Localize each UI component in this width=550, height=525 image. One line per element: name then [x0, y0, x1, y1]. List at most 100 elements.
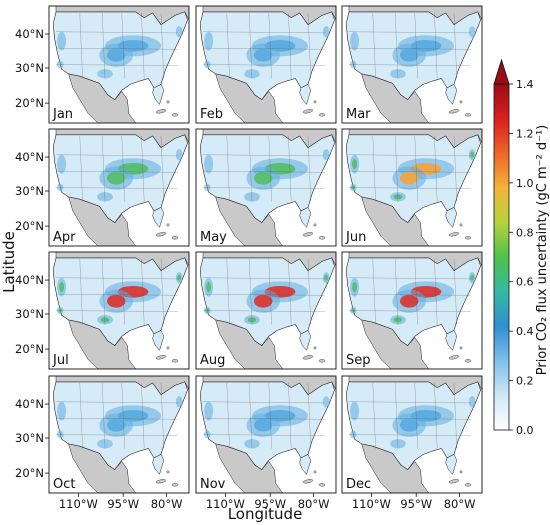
lat-tick-label: 30°N: [15, 431, 44, 445]
map-panel-oct: Oct: [48, 375, 190, 494]
uncertainty-region: [468, 396, 476, 408]
uncertainty-region: [204, 401, 214, 421]
map-panel-may: May: [195, 128, 337, 247]
uncertainty-region: [322, 396, 330, 408]
uncertainty-region: [322, 26, 330, 38]
uncertainty-region: [244, 439, 260, 449]
florida-land: [445, 454, 458, 475]
lat-tick-label: 20°N: [15, 96, 44, 110]
florida-land: [152, 330, 165, 351]
lon-tick-label: 110°W: [59, 497, 98, 511]
uncertainty-region: [97, 439, 113, 449]
uncertainty-region: [244, 192, 260, 202]
uncertainty-hotspot: [393, 317, 403, 323]
month-label: Jan: [52, 107, 73, 122]
uncertainty-hotspot: [399, 48, 419, 62]
lat-tick-label: 40°N: [15, 273, 44, 287]
panel-frame: [48, 251, 190, 370]
florida-land: [152, 454, 165, 475]
uncertainty-hotspot: [59, 281, 65, 293]
uncertainty-region: [97, 192, 113, 202]
uncertainty-hotspot: [253, 48, 273, 62]
map-panel-sep: Sep: [341, 251, 483, 370]
month-label: Dec: [346, 477, 371, 492]
colorbar-label: Prior CO₂ flux uncertainty (gC m⁻² d⁻¹): [535, 125, 550, 376]
uncertainty-hotspot: [324, 274, 329, 281]
uncertainty-region: [390, 69, 406, 79]
uncertainty-hotspot: [106, 171, 126, 185]
longitude-ticks: 110°W 95°W 80°W 110°W 95°W 80°W 110°W 95°W 80°W: [59, 493, 476, 511]
uncertainty-hotspot: [352, 158, 358, 170]
month-label: Jun: [345, 230, 366, 245]
panel-frame: [48, 375, 190, 494]
florida-land: [445, 330, 458, 351]
map-panel-apr: Apr: [48, 128, 190, 247]
uncertainty-hotspot: [106, 418, 126, 432]
lat-tick-label: 40°N: [15, 27, 44, 41]
uncertainty-region: [57, 31, 67, 51]
latitude-ticks: 40°N 30°N 20°N 40°N 30°N 20°N 40°N 30°N 20°N 40°N…: [15, 27, 49, 480]
uncertainty-region: [175, 396, 183, 408]
uncertainty-hotspot: [106, 294, 126, 308]
uncertainty-hotspot: [253, 294, 273, 308]
uncertainty-hotspot: [253, 418, 273, 432]
map-panel-dec: Dec: [341, 375, 483, 494]
uncertainty-region: [204, 154, 214, 174]
panel-frame: [341, 375, 483, 494]
colorbar-tick-label: 1.2: [516, 127, 534, 140]
florida-land: [299, 84, 312, 105]
colorbar-extend-arrow: [493, 58, 510, 85]
uncertainty-hotspot: [399, 171, 419, 185]
panel-frame: [195, 375, 337, 494]
lat-tick-label: 40°N: [15, 150, 44, 164]
uncertainty-hotspot: [399, 418, 419, 432]
uncertainty-region: [322, 149, 330, 161]
x-axis-label: Longitude: [228, 505, 303, 523]
lon-tick-label: 95°W: [107, 497, 139, 511]
map-panel-aug: Aug: [195, 251, 337, 370]
panel-frame: [48, 128, 190, 247]
uncertainty-region: [204, 31, 214, 51]
lat-tick-label: 20°N: [15, 466, 44, 480]
colorbar-ticks: 0.0 0.2 0.4 0.6 0.8 1.0 1.2 1.4: [509, 78, 534, 437]
uncertainty-hotspot: [470, 274, 475, 281]
panel-frame: [195, 251, 337, 370]
map-panel-feb: Feb: [195, 5, 337, 124]
lon-tick-label: 110°W: [352, 497, 391, 511]
florida-land: [299, 330, 312, 351]
uncertainty-hotspot: [100, 317, 110, 323]
map-panel-nov: Nov: [195, 375, 337, 494]
colorbar: 0.0 0.2 0.4 0.6 0.8 1.0 1.2 1.4 Prior CO₂ flux …: [493, 58, 550, 437]
colorbar-tick-label: 0.0: [516, 424, 534, 437]
florida-land: [299, 454, 312, 475]
colorbar-tick-label: 0.2: [516, 375, 534, 388]
y-axis-label: Latitude: [0, 231, 18, 293]
lat-tick-label: 30°N: [15, 184, 44, 198]
uncertainty-region: [175, 149, 183, 161]
florida-land: [445, 84, 458, 105]
map-panel-jul: Jul: [48, 251, 190, 370]
uncertainty-hotspot: [106, 48, 126, 62]
uncertainty-region: [468, 26, 476, 38]
panel-frame: [195, 5, 337, 124]
map-panels: Jan Feb Mar Apr May Jun Jul Aug Sep Oct Nov Dec: [48, 5, 483, 494]
month-label: Jul: [52, 353, 69, 368]
lon-tick-label: 80°W: [444, 497, 476, 511]
lat-tick-label: 20°N: [15, 342, 44, 356]
uncertainty-region: [350, 401, 360, 421]
month-label: Feb: [200, 107, 223, 122]
lat-tick-label: 20°N: [15, 219, 44, 233]
month-label: Sep: [346, 353, 371, 368]
florida-land: [445, 207, 458, 228]
uncertainty-region: [97, 69, 113, 79]
uncertainty-hotspot: [177, 274, 182, 281]
colorbar-tick-label: 0.4: [516, 325, 534, 338]
colorbar-tick-label: 1.4: [516, 78, 534, 91]
uncertainty-hotspot: [399, 294, 419, 308]
lat-tick-label: 30°N: [15, 61, 44, 75]
uncertainty-hotspot: [206, 281, 212, 293]
uncertainty-hotspot: [247, 317, 257, 323]
lat-tick-label: 30°N: [15, 307, 44, 321]
lon-tick-label: 95°W: [400, 497, 432, 511]
